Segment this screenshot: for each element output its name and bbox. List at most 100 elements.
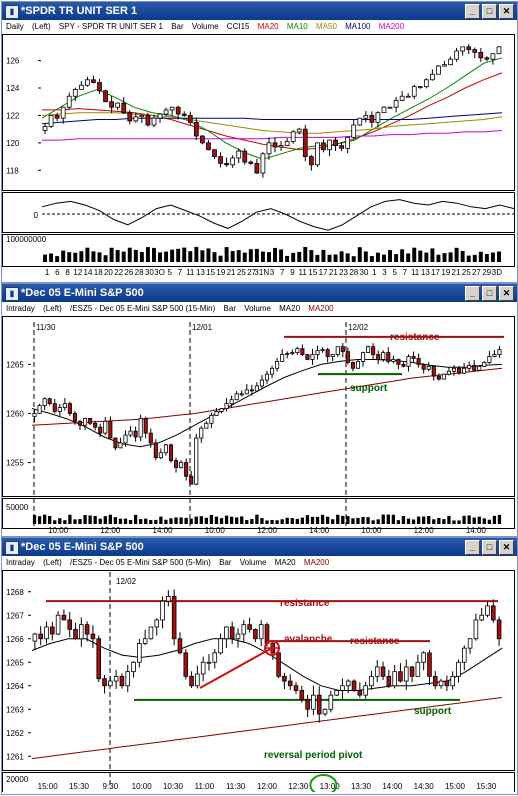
volume-bar xyxy=(159,516,163,524)
candle xyxy=(55,614,61,635)
candle xyxy=(473,619,479,640)
volume-bar xyxy=(285,255,290,262)
volume-bar xyxy=(43,254,47,262)
minimize-button[interactable]: _ xyxy=(465,4,480,19)
close-button[interactable]: ✕ xyxy=(499,286,514,301)
candle xyxy=(416,358,421,365)
maximize-button[interactable]: □ xyxy=(482,540,497,555)
candle xyxy=(482,362,487,367)
candle xyxy=(272,142,278,148)
x-tick-label: 3D xyxy=(492,268,502,277)
candle xyxy=(293,685,299,691)
candle xyxy=(179,462,184,468)
y-tick-label: 120 xyxy=(6,139,20,148)
y-tick-label: 1263 xyxy=(6,705,24,714)
volume-bar xyxy=(460,250,465,262)
volume-bar xyxy=(391,514,395,524)
volume-bar xyxy=(400,249,405,262)
candle xyxy=(32,633,38,642)
es-5min-chart[interactable]: 1268 1267 1266 1265 1264 1263 1262 1261 20000 15:… xyxy=(2,570,517,792)
volume-bar xyxy=(375,252,380,262)
support-annotation: support xyxy=(414,706,452,717)
x-tick-label: 1 xyxy=(372,268,377,277)
candle xyxy=(328,694,334,710)
candle xyxy=(139,115,145,118)
x-tick-label: 13:30 xyxy=(351,782,372,791)
volume-bar xyxy=(466,255,471,262)
volume-bar xyxy=(61,250,66,262)
candle xyxy=(398,671,403,682)
x-tick-label: 15:30 xyxy=(476,782,497,791)
es-15min-chart[interactable]: 1265 1260 1255 50000 10:00 12:00 14:00 10:00 12:… xyxy=(2,316,517,534)
candle xyxy=(189,675,194,687)
candle xyxy=(200,135,205,144)
candle xyxy=(490,53,496,60)
volume-bar xyxy=(118,518,123,524)
volume-bar xyxy=(170,249,175,262)
x-tick-label: 10:00 xyxy=(205,526,226,534)
volume-bar xyxy=(188,251,193,262)
title-bar[interactable]: ▮ *SPDR TR UNIT SER 1 _ □ ✕ xyxy=(2,2,517,20)
chart-window-icon: ▮ xyxy=(5,287,19,301)
chart-header: Intraday (Left) /ESZ5 - Dec 05 E-Mini S&… xyxy=(2,556,517,570)
volume-bar xyxy=(55,256,60,262)
x-tick-label: 3 xyxy=(382,268,387,277)
x-tick-label: 19 xyxy=(216,268,225,277)
ma-label: MA50 xyxy=(316,22,337,31)
candle xyxy=(276,652,281,677)
x-tick-label: 1 xyxy=(45,268,50,277)
x-tick-label: 25 xyxy=(237,268,246,277)
volume-bar xyxy=(176,248,181,262)
x-tick-label: 27 xyxy=(472,268,481,277)
y-tick-label: 126 xyxy=(6,57,20,66)
volume-bar xyxy=(436,254,441,262)
volume-bar xyxy=(79,251,84,262)
candle xyxy=(83,417,88,426)
candle xyxy=(320,349,325,352)
candle xyxy=(102,678,107,687)
volume-bar xyxy=(37,516,42,524)
x-tick-label: 11:00 xyxy=(195,782,215,791)
x-tick-label: 10:00 xyxy=(361,526,382,534)
candle xyxy=(330,354,335,357)
candle xyxy=(158,452,163,459)
minimize-button[interactable]: _ xyxy=(465,286,480,301)
candle xyxy=(264,624,270,644)
volume-bar xyxy=(42,514,47,524)
candle xyxy=(371,346,376,355)
candle xyxy=(133,116,139,122)
maximize-button[interactable]: □ xyxy=(482,4,497,19)
chart-window-es-15min[interactable]: ▮ *Dec 05 E-Mini S&P 500 _ □ ✕ Intraday (L… xyxy=(1,283,518,537)
candle xyxy=(305,354,310,360)
title-bar[interactable]: ▮ *Dec 05 E-Mini S&P 500 _ □ ✕ xyxy=(2,284,517,302)
maximize-button[interactable]: □ xyxy=(482,286,497,301)
candle xyxy=(42,398,47,406)
title-bar[interactable]: ▮ *Dec 05 E-Mini S&P 500 _ □ ✕ xyxy=(2,538,517,556)
volume-bar xyxy=(492,515,497,524)
x-tick-label: 30 xyxy=(360,268,369,277)
minimize-button[interactable]: _ xyxy=(465,540,480,555)
volume-bar xyxy=(260,518,264,524)
volume-bar xyxy=(63,520,67,524)
x-tick-label: 21 xyxy=(329,268,338,277)
close-button[interactable]: ✕ xyxy=(499,4,514,19)
candle xyxy=(183,652,189,677)
close-button[interactable]: ✕ xyxy=(499,540,514,555)
candle xyxy=(118,442,123,449)
chart-window-es-5min[interactable]: ▮ *Dec 05 E-Mini S&P 500 _ □ ✕ Intraday (L… xyxy=(1,537,518,795)
candle xyxy=(168,444,174,461)
candle xyxy=(79,624,84,640)
ma-label: MA200 xyxy=(303,558,330,567)
candle xyxy=(391,359,396,362)
date-label: 12/02 xyxy=(116,577,137,586)
volume-bar xyxy=(291,252,296,262)
volume-bar xyxy=(430,248,435,262)
chart-window-spy[interactable]: ▮ *SPDR TR UNIT SER 1 _ □ ✕ Daily (Left) S… xyxy=(1,1,518,283)
panel-border xyxy=(2,34,515,191)
chart-window-icon: ▮ xyxy=(5,541,19,555)
volume-bar xyxy=(145,247,150,262)
candle xyxy=(366,346,371,353)
volume-bar xyxy=(194,246,199,262)
volume-bar xyxy=(452,520,456,524)
